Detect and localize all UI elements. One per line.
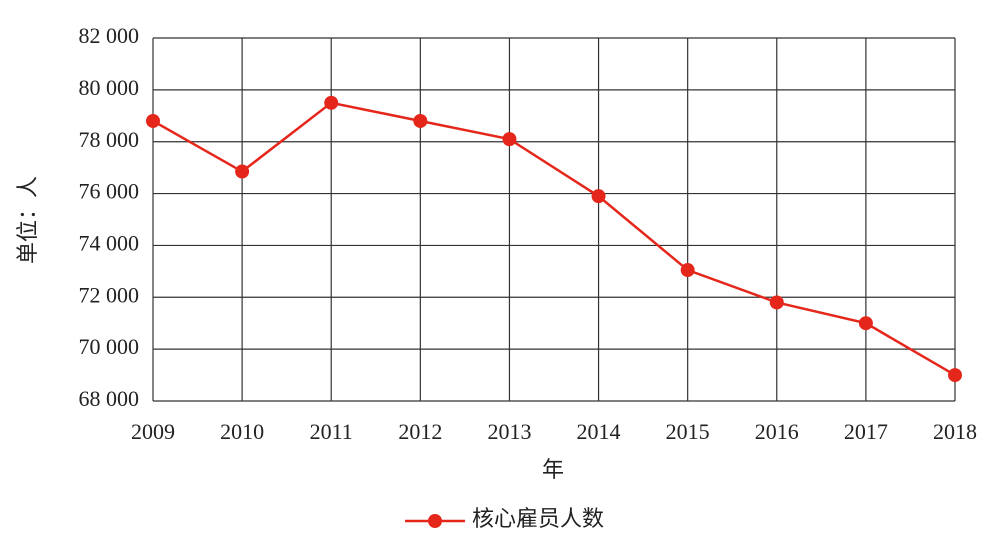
legend-marker [428, 514, 442, 528]
x-tick-label: 2013 [487, 419, 531, 444]
y-tick-label: 72 000 [79, 282, 140, 307]
y-tick-label: 70 000 [79, 334, 140, 359]
data-point [235, 164, 250, 179]
y-tick-label: 76 000 [79, 179, 140, 204]
x-tick-label: 2009 [131, 419, 175, 444]
x-tick-label: 2014 [577, 419, 621, 444]
x-tick-label: 2017 [844, 419, 888, 444]
x-tick-label: 2015 [666, 419, 710, 444]
x-axis-title: 年 [542, 457, 564, 482]
data-point [948, 368, 962, 383]
data-point [146, 113, 160, 128]
data-point [680, 263, 695, 278]
data-point [502, 132, 517, 147]
x-tick-label: 2012 [398, 419, 442, 444]
legend-label: 核心雇员人数 [472, 506, 604, 531]
x-tick-label: 2010 [220, 419, 264, 444]
data-line [152, 101, 956, 377]
data-point [769, 295, 784, 310]
x-tick-label: 2011 [310, 419, 353, 444]
y-axis-title: 单位：人 [15, 176, 40, 264]
y-tick-label: 80 000 [79, 75, 140, 100]
data-point [858, 316, 873, 331]
y-tick-label: 74 000 [79, 230, 140, 255]
x-tick-label: 2018 [933, 419, 977, 444]
x-tick-label: 2016 [755, 419, 799, 444]
y-tick-label: 82 000 [79, 23, 140, 48]
y-tick-label: 78 000 [79, 127, 140, 152]
data-point [591, 189, 606, 204]
y-tick-label: 68 000 [79, 386, 140, 411]
data-point [413, 113, 428, 128]
data-point [324, 95, 339, 110]
